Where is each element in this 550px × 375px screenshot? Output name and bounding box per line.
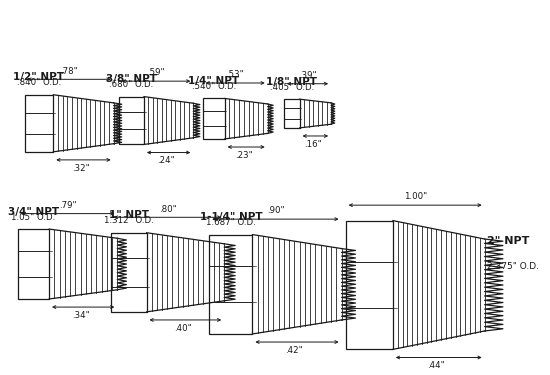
Text: .90": .90" (267, 207, 284, 216)
Text: .44": .44" (427, 361, 445, 370)
Text: 1/2" NPT: 1/2" NPT (13, 72, 64, 82)
Bar (203, 99, 225, 139)
Text: 1-1/4" NPT: 1-1/4" NPT (200, 212, 262, 222)
Bar (18, 229, 49, 299)
Text: .59": .59" (147, 69, 165, 78)
Text: 3/4" NPT: 3/4" NPT (8, 207, 59, 216)
Text: 1.687" O.D.: 1.687" O.D. (206, 218, 256, 227)
Bar (210, 235, 252, 334)
Text: .24": .24" (157, 156, 175, 165)
Text: .540" O.D.: .540" O.D. (191, 82, 236, 91)
Text: .34": .34" (72, 311, 90, 320)
Text: 2" NPT: 2" NPT (487, 236, 530, 246)
Text: .42": .42" (285, 346, 303, 355)
Text: .53": .53" (226, 70, 244, 79)
Text: .23": .23" (235, 151, 252, 160)
Text: .40": .40" (174, 324, 191, 333)
Bar (119, 97, 144, 144)
Bar (111, 233, 147, 312)
Text: .80": .80" (159, 205, 177, 214)
Text: .79": .79" (59, 201, 76, 210)
Text: 3/8" NPT: 3/8" NPT (106, 74, 157, 84)
Text: .16": .16" (304, 140, 322, 148)
Text: 1.312" O.D.: 1.312" O.D. (104, 216, 153, 225)
Text: 1.05" O.D.: 1.05" O.D. (12, 213, 56, 222)
Text: 1" NPT: 1" NPT (109, 210, 149, 220)
Text: .405" O.D.: .405" O.D. (270, 83, 314, 92)
Text: .78": .78" (60, 67, 78, 76)
Text: 1/4" NPT: 1/4" NPT (188, 76, 239, 86)
Bar (284, 99, 300, 128)
Text: .680" O.D.: .680" O.D. (109, 80, 153, 89)
Bar (346, 220, 393, 350)
Text: .39": .39" (299, 71, 316, 80)
Text: 2.375" O.D.: 2.375" O.D. (487, 262, 539, 271)
Text: .840" O.D.: .840" O.D. (17, 78, 61, 87)
Text: 1/8" NPT: 1/8" NPT (266, 76, 317, 87)
Bar (25, 95, 53, 152)
Text: 1.00": 1.00" (404, 192, 427, 201)
Text: .32": .32" (72, 164, 90, 172)
